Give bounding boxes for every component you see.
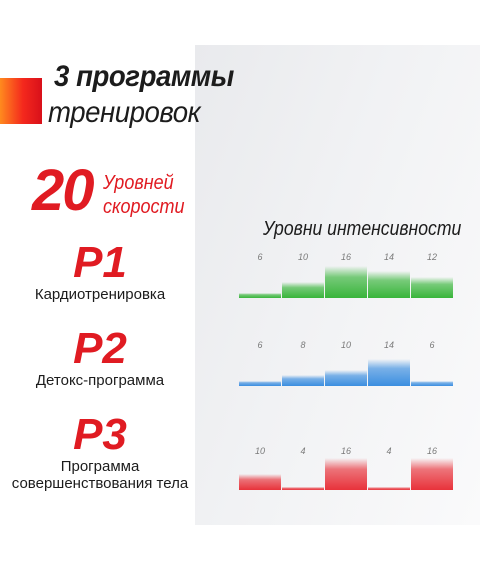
intensity-bar: [411, 381, 453, 386]
program-code-p3: P3: [73, 410, 127, 459]
intensity-value-label: 6: [429, 340, 435, 350]
program-name-p1: Кардиотренировка: [0, 286, 200, 303]
intensity-bar-cell: 6: [239, 338, 281, 386]
intensity-bar-cell: 6: [239, 250, 281, 298]
intensity-bar: [239, 474, 281, 490]
intensity-bar: [411, 277, 453, 298]
speed-number: 20: [32, 158, 94, 223]
speed-label-line-1: Уровней: [103, 172, 174, 194]
program-name-line: Кардиотренировка: [34, 286, 166, 303]
intensity-bar: [325, 266, 367, 298]
intensity-chart-p1: 6 10 16 14 12: [239, 250, 454, 298]
intensity-value-label: 6: [257, 252, 263, 262]
intensity-bar-cell: 16: [325, 444, 367, 490]
program-name-p3: Программа совершенствования тела: [0, 458, 200, 492]
intensity-value-label: 14: [383, 252, 394, 262]
intensity-bar-cell: 10: [239, 444, 281, 490]
intensity-value-label: 10: [254, 446, 265, 456]
intensity-bar: [282, 282, 324, 298]
intensity-title: Уровни интенсивности: [263, 218, 462, 240]
program-name-line: Программа: [60, 458, 140, 475]
intensity-value-label: 10: [297, 252, 308, 262]
intensity-bar-cell: 16: [325, 250, 367, 298]
intensity-bar-cell: 6: [411, 338, 453, 386]
intensity-bar-cell: 10: [282, 250, 324, 298]
accent-bar: [0, 78, 42, 124]
intensity-bar: [368, 359, 410, 386]
intensity-value-label: 14: [383, 340, 394, 350]
intensity-bar-cell: 4: [368, 444, 410, 490]
intensity-value-label: 4: [300, 446, 306, 456]
intensity-bar-cell: 16: [411, 444, 453, 490]
intensity-chart-p2: 6 8 10 14 6: [239, 338, 454, 386]
intensity-bar-cell: 12: [411, 250, 453, 298]
program-name-line: совершенствования тела: [11, 475, 189, 492]
intensity-bar: [368, 271, 410, 298]
intensity-bar: [325, 370, 367, 386]
intensity-bar: [282, 375, 324, 386]
title-line-1: 3 программы: [54, 60, 234, 93]
intensity-value-label: 16: [340, 252, 351, 262]
intensity-bar: [239, 381, 281, 386]
intensity-value-label: 16: [426, 446, 437, 456]
intensity-value-label: 12: [426, 252, 437, 262]
intensity-value-label: 8: [300, 340, 306, 350]
intensity-chart-p3: 10 4 16 4 16: [239, 444, 454, 490]
intensity-bar: [282, 487, 324, 490]
intensity-value-label: 16: [340, 446, 351, 456]
intensity-bar-cell: 14: [368, 250, 410, 298]
title-line-2: тренировок: [48, 96, 201, 129]
intensity-bar-cell: 4: [282, 444, 324, 490]
intensity-value-label: 10: [340, 340, 351, 350]
intensity-bar-cell: 10: [325, 338, 367, 386]
speed-label-line-2: скорости: [103, 196, 185, 218]
program-code-p2: P2: [73, 324, 127, 373]
intensity-value-label: 4: [386, 446, 392, 456]
program-name-line: Детокс-программа: [35, 372, 165, 389]
intensity-bar-cell: 14: [368, 338, 410, 386]
program-code-p1: P1: [73, 238, 127, 287]
program-name-p2: Детокс-программа: [0, 372, 200, 389]
intensity-bar: [411, 458, 453, 490]
intensity-bar-cell: 8: [282, 338, 324, 386]
intensity-bar: [239, 293, 281, 298]
intensity-bar: [325, 458, 367, 490]
intensity-bar: [368, 487, 410, 490]
intensity-value-label: 6: [257, 340, 263, 350]
